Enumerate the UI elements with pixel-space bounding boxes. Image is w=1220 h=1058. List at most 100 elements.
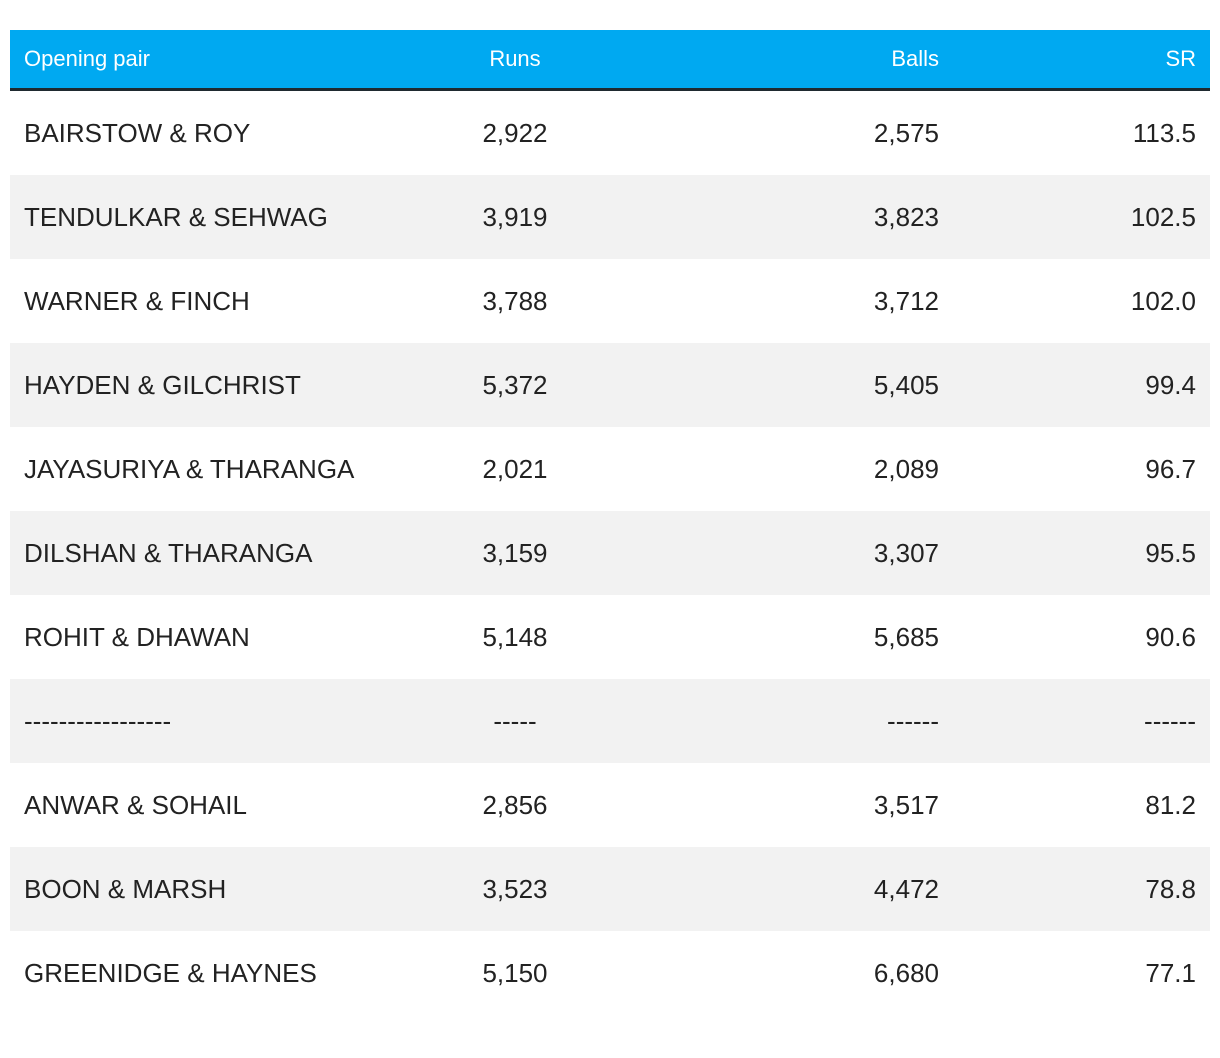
cell-text: ------ bbox=[1144, 705, 1196, 736]
pair-cell: DILSHAN & THARANGA bbox=[10, 511, 400, 595]
value-cell: ------ bbox=[630, 679, 953, 763]
value-cell: 3,823 bbox=[630, 175, 953, 259]
table-row: ROHIT & DHAWAN 5,148 5,685 90.6 bbox=[10, 595, 1210, 679]
table-row: BAIRSTOW & ROY 2,922 2,575 113.5 bbox=[10, 90, 1210, 176]
value-cell: 5,372 bbox=[400, 343, 630, 427]
column-header: Opening pair bbox=[24, 46, 150, 71]
table-row: ----------------- ----- ------ ------ bbox=[10, 679, 1210, 763]
cell-text: 5,150 bbox=[482, 957, 548, 988]
cell-text: 99.4 bbox=[1145, 369, 1196, 400]
cell-text: ------ bbox=[887, 705, 939, 736]
cell-text: 3,517 bbox=[873, 789, 939, 820]
cell-text: 95.5 bbox=[1145, 537, 1196, 568]
cell-text: ----------------- bbox=[24, 705, 172, 736]
cell-text: 3,919 bbox=[482, 201, 548, 232]
value-cell: 5,148 bbox=[400, 595, 630, 679]
cell-text: 3,523 bbox=[482, 873, 548, 904]
cell-text: 3,823 bbox=[873, 201, 939, 232]
column-header: Balls bbox=[891, 46, 939, 71]
value-cell: 5,405 bbox=[630, 343, 953, 427]
value-cell: 3,159 bbox=[400, 511, 630, 595]
cell-text: 6,680 bbox=[873, 957, 939, 988]
value-cell: 2,575 bbox=[630, 90, 953, 176]
table-body: BAIRSTOW & ROY 2,922 2,575 113.5 TENDULKAR &… bbox=[10, 90, 1210, 1016]
cell-text: HAYDEN & GILCHRIST bbox=[24, 369, 301, 400]
value-cell: 3,919 bbox=[400, 175, 630, 259]
cell-text: 5,685 bbox=[873, 621, 939, 652]
cell-text: 90.6 bbox=[1145, 621, 1196, 652]
table-row: TENDULKAR & SEHWAG 3,919 3,823 102.5 bbox=[10, 175, 1210, 259]
cell-text: 96.7 bbox=[1145, 453, 1196, 484]
table-row: HAYDEN & GILCHRIST 5,372 5,405 99.4 bbox=[10, 343, 1210, 427]
table-row: ANWAR & SOHAIL 2,856 3,517 81.2 bbox=[10, 763, 1210, 847]
cell-text: ROHIT & DHAWAN bbox=[24, 621, 250, 652]
table-row: BOON & MARSH 3,523 4,472 78.8 bbox=[10, 847, 1210, 931]
value-cell: 81.2 bbox=[953, 763, 1210, 847]
pair-cell: TENDULKAR & SEHWAG bbox=[10, 175, 400, 259]
value-cell: 3,517 bbox=[630, 763, 953, 847]
cell-text: 4,472 bbox=[873, 873, 939, 904]
column-header: SR bbox=[1165, 46, 1196, 71]
value-cell: 3,712 bbox=[630, 259, 953, 343]
value-cell: 3,523 bbox=[400, 847, 630, 931]
cell-text: 2,021 bbox=[482, 453, 548, 484]
pair-cell: ROHIT & DHAWAN bbox=[10, 595, 400, 679]
cell-text: ----- bbox=[493, 705, 537, 736]
cell-text: 102.5 bbox=[1130, 201, 1196, 232]
cell-text: 3,159 bbox=[482, 537, 548, 568]
cell-text: ANWAR & SOHAIL bbox=[24, 789, 247, 820]
value-cell: 102.0 bbox=[953, 259, 1210, 343]
value-cell: 3,788 bbox=[400, 259, 630, 343]
pair-cell: JAYASURIYA & THARANGA bbox=[10, 427, 400, 511]
column-header: Runs bbox=[489, 46, 541, 71]
cell-text: 5,372 bbox=[482, 369, 548, 400]
value-cell: 102.5 bbox=[953, 175, 1210, 259]
value-cell: 96.7 bbox=[953, 427, 1210, 511]
value-cell: 77.1 bbox=[953, 931, 1210, 1015]
cell-text: 2,856 bbox=[482, 789, 548, 820]
cell-text: GREENIDGE & HAYNES bbox=[24, 957, 317, 988]
cell-text: 113.5 bbox=[1132, 117, 1196, 148]
value-cell: 95.5 bbox=[953, 511, 1210, 595]
pair-cell: BAIRSTOW & ROY bbox=[10, 90, 400, 176]
pair-cell: ----------------- bbox=[10, 679, 400, 763]
value-cell: 99.4 bbox=[953, 343, 1210, 427]
pair-cell: GREENIDGE & HAYNES bbox=[10, 931, 400, 1015]
value-cell: 2,856 bbox=[400, 763, 630, 847]
table-row: GREENIDGE & HAYNES 5,150 6,680 77.1 bbox=[10, 931, 1210, 1015]
cell-text: JAYASURIYA & THARANGA bbox=[24, 453, 355, 484]
pair-cell: BOON & MARSH bbox=[10, 847, 400, 931]
value-cell: 113.5 bbox=[953, 90, 1210, 176]
table-header: Opening pair Runs Balls SR bbox=[10, 30, 1210, 90]
data-table: Opening pair Runs Balls SR BAIRSTOW & ROY 2,… bbox=[10, 30, 1210, 1015]
cell-text: 3,788 bbox=[482, 285, 548, 316]
cell-text: WARNER & FINCH bbox=[24, 285, 250, 316]
table-row: JAYASURIYA & THARANGA 2,021 2,089 96.7 bbox=[10, 427, 1210, 511]
value-cell: 2,021 bbox=[400, 427, 630, 511]
cell-text: TENDULKAR & SEHWAG bbox=[24, 201, 328, 232]
value-cell: 5,685 bbox=[630, 595, 953, 679]
value-cell: 2,922 bbox=[400, 90, 630, 176]
cell-text: BOON & MARSH bbox=[24, 873, 227, 904]
cell-text: BAIRSTOW & ROY bbox=[24, 117, 251, 148]
cell-text: 2,575 bbox=[873, 117, 939, 148]
cell-text: 78.8 bbox=[1145, 873, 1196, 904]
value-cell: 78.8 bbox=[953, 847, 1210, 931]
cell-text: 77.1 bbox=[1145, 957, 1196, 988]
cell-text: 102.0 bbox=[1130, 285, 1196, 316]
value-cell: 6,680 bbox=[630, 931, 953, 1015]
header-row: Opening pair Runs Balls SR bbox=[10, 30, 1210, 90]
cell-text: 81.2 bbox=[1145, 789, 1196, 820]
cell-text: 3,307 bbox=[873, 537, 939, 568]
cell-text: 3,712 bbox=[873, 285, 939, 316]
value-cell: 4,472 bbox=[630, 847, 953, 931]
cell-text: 2,922 bbox=[482, 117, 548, 148]
value-cell: ----- bbox=[400, 679, 630, 763]
value-cell: 2,089 bbox=[630, 427, 953, 511]
cell-text: DILSHAN & THARANGA bbox=[24, 537, 313, 568]
cell-text: 5,148 bbox=[482, 621, 548, 652]
value-cell: ------ bbox=[953, 679, 1210, 763]
pair-cell: ANWAR & SOHAIL bbox=[10, 763, 400, 847]
value-cell: 90.6 bbox=[953, 595, 1210, 679]
